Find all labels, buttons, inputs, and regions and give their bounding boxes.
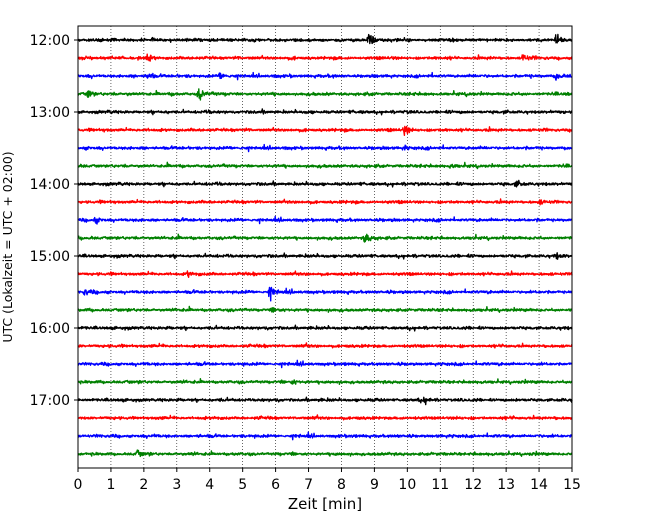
trace-1345 bbox=[77, 161, 573, 170]
trace-1645 bbox=[77, 378, 573, 385]
trace-1400 bbox=[77, 179, 573, 188]
x-tick-label: 11 bbox=[431, 477, 449, 493]
x-tick-label: 8 bbox=[337, 477, 346, 493]
trace-1300 bbox=[77, 108, 573, 116]
y-tick-label: 14:00 bbox=[30, 177, 70, 193]
x-tick-label: 2 bbox=[139, 477, 148, 493]
x-tick-label: 14 bbox=[530, 477, 548, 493]
x-tick-label: 10 bbox=[398, 477, 416, 493]
y-tick-label: 15:00 bbox=[30, 249, 70, 265]
trace-1530 bbox=[77, 286, 573, 302]
plot-frame bbox=[77, 25, 573, 469]
x-tick-label: 0 bbox=[74, 477, 83, 493]
x-tick-label: 5 bbox=[238, 477, 247, 493]
x-tick-label: 15 bbox=[563, 477, 581, 493]
trace-1415 bbox=[77, 198, 573, 206]
x-tick-label: 13 bbox=[497, 477, 515, 493]
x-axis-ticks: 0 1 2 3 4 5 6 7 8 9 10 11 12 13 14 15 bbox=[74, 468, 581, 493]
x-tick-label: 4 bbox=[205, 477, 214, 493]
x-tick-label: 3 bbox=[172, 477, 181, 493]
trace-1445 bbox=[77, 233, 573, 243]
trace-1200 bbox=[77, 33, 573, 45]
x-tick-label: 1 bbox=[106, 477, 115, 493]
x-tick-label: 6 bbox=[271, 477, 280, 493]
y-axis-title: UTC (Lokalzeit = UTC + 02:00) bbox=[0, 151, 15, 342]
trace-1700 bbox=[77, 396, 573, 406]
trace-1615 bbox=[77, 342, 573, 349]
trace-1230 bbox=[77, 71, 573, 81]
x-axis-title: Zeit [min] bbox=[288, 495, 362, 513]
y-axis-ticks: 12:00 13:00 14:00 15:00 16:00 17:00 bbox=[30, 33, 78, 409]
y-tick-label: 16:00 bbox=[30, 321, 70, 337]
y-tick-label: 17:00 bbox=[30, 393, 70, 409]
traces bbox=[77, 33, 573, 458]
trace-1730 bbox=[77, 431, 573, 441]
trace-1745 bbox=[77, 449, 573, 458]
trace-1545 bbox=[77, 305, 573, 313]
y-tick-label: 13:00 bbox=[30, 105, 70, 121]
trace-1245 bbox=[77, 88, 573, 101]
x-tick-label: 12 bbox=[464, 477, 482, 493]
x-tick-label: 9 bbox=[370, 477, 379, 493]
trace-1515 bbox=[77, 270, 573, 278]
trace-1500 bbox=[77, 252, 573, 260]
trace-1715 bbox=[77, 414, 573, 421]
x-tick-label: 7 bbox=[304, 477, 313, 493]
trace-1215 bbox=[77, 53, 573, 62]
trace-1315 bbox=[77, 125, 573, 137]
trace-1430 bbox=[77, 215, 573, 225]
y-tick-label: 12:00 bbox=[30, 33, 70, 49]
grid-lines bbox=[110, 26, 540, 468]
trace-1600 bbox=[77, 324, 573, 332]
trace-1330 bbox=[77, 143, 573, 153]
trace-1630 bbox=[77, 359, 573, 369]
